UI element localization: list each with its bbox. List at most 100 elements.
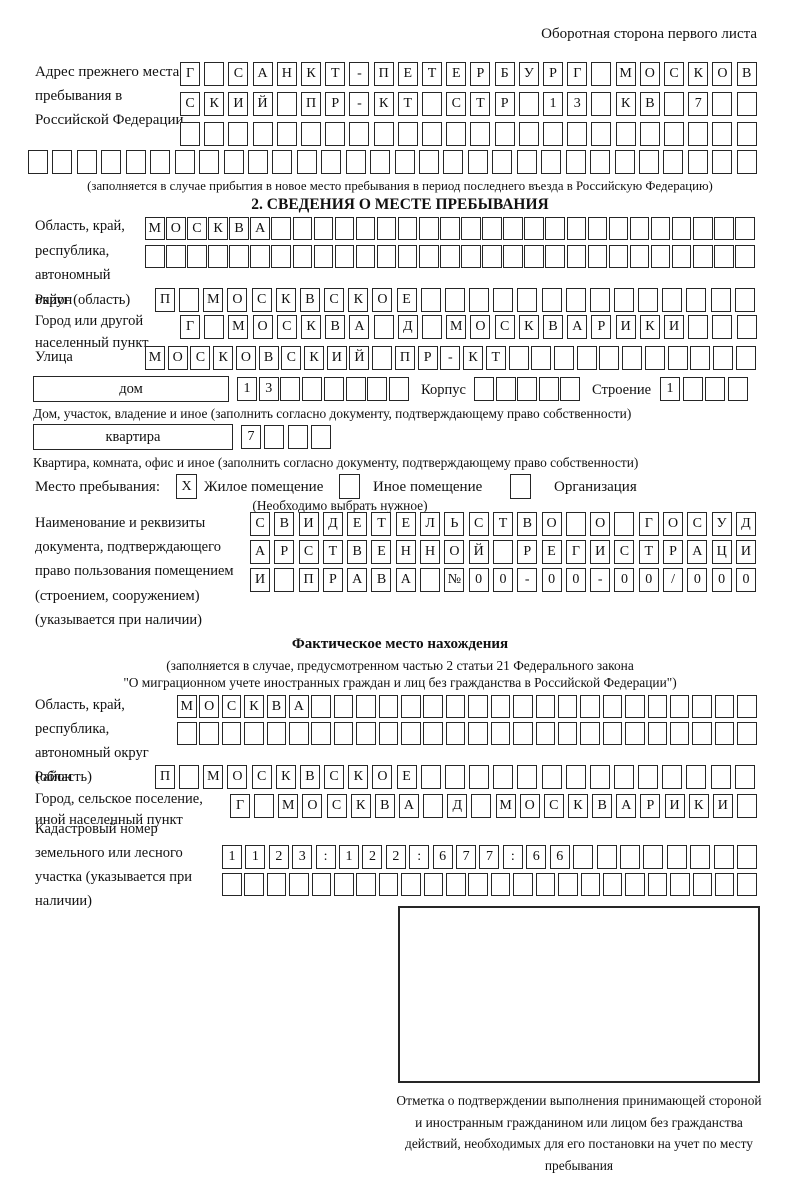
char-box[interactable]: Р xyxy=(417,346,438,370)
char-box[interactable] xyxy=(474,377,494,401)
char-box[interactable]: М xyxy=(278,794,299,818)
char-box[interactable]: К xyxy=(213,346,234,370)
char-box[interactable] xyxy=(686,288,707,312)
char-box[interactable] xyxy=(272,150,293,174)
char-box[interactable] xyxy=(493,288,514,312)
char-box[interactable]: О xyxy=(444,540,465,564)
char-box[interactable] xyxy=(517,288,538,312)
char-box[interactable] xyxy=(541,288,562,312)
char-box[interactable]: П xyxy=(394,346,415,370)
char-box[interactable]: И xyxy=(590,540,611,564)
char-box[interactable] xyxy=(440,245,460,268)
char-box[interactable]: Д xyxy=(735,512,756,536)
char-box[interactable] xyxy=(469,765,490,789)
char-box[interactable] xyxy=(643,845,664,869)
char-box[interactable] xyxy=(573,845,594,869)
char-box[interactable]: Р xyxy=(640,794,661,818)
char-box[interactable] xyxy=(513,722,533,745)
char-box[interactable] xyxy=(229,245,249,268)
char-box[interactable] xyxy=(422,315,443,339)
char-box[interactable] xyxy=(693,245,713,268)
char-box[interactable] xyxy=(580,722,600,745)
char-box[interactable] xyxy=(692,722,712,745)
char-box[interactable] xyxy=(179,765,200,789)
char-box[interactable] xyxy=(524,217,544,240)
char-box[interactable]: К xyxy=(463,346,484,370)
char-box[interactable]: 3 xyxy=(292,845,313,869)
char-box[interactable]: К xyxy=(204,92,225,116)
char-box[interactable] xyxy=(736,92,757,116)
char-box[interactable] xyxy=(638,288,659,312)
char-box[interactable] xyxy=(693,217,713,240)
char-box[interactable]: Г xyxy=(638,512,659,536)
char-box[interactable] xyxy=(440,217,460,240)
char-box[interactable]: Г xyxy=(565,540,586,564)
char-box[interactable]: К xyxy=(275,765,296,789)
char-box[interactable] xyxy=(727,377,748,401)
char-box[interactable]: М xyxy=(203,765,224,789)
char-box[interactable] xyxy=(423,695,443,718)
char-box[interactable] xyxy=(101,150,122,174)
char-box[interactable]: К xyxy=(301,315,322,339)
char-box[interactable] xyxy=(266,873,287,896)
char-box[interactable]: С xyxy=(614,540,635,564)
char-box[interactable] xyxy=(394,150,415,174)
char-box[interactable] xyxy=(545,217,565,240)
char-box[interactable] xyxy=(688,122,709,146)
char-box[interactable]: В xyxy=(258,346,279,370)
char-box[interactable] xyxy=(311,695,331,718)
char-box[interactable] xyxy=(650,217,671,240)
char-box[interactable]: В xyxy=(736,62,757,86)
char-box[interactable] xyxy=(422,92,443,116)
char-box[interactable] xyxy=(356,722,376,745)
char-box[interactable]: С xyxy=(326,794,347,818)
char-box[interactable]: П xyxy=(155,288,175,312)
char-box[interactable] xyxy=(560,377,580,401)
char-box[interactable] xyxy=(669,695,690,718)
char-box[interactable] xyxy=(321,150,342,174)
char-box[interactable] xyxy=(468,722,488,745)
char-box[interactable]: 0 xyxy=(468,568,489,592)
char-box[interactable] xyxy=(625,695,645,718)
char-box[interactable] xyxy=(467,150,488,174)
char-box[interactable] xyxy=(250,245,270,268)
char-box[interactable] xyxy=(737,722,757,745)
char-box[interactable] xyxy=(503,217,523,240)
char-box[interactable] xyxy=(589,765,610,789)
char-box[interactable] xyxy=(276,122,297,146)
char-box[interactable]: - xyxy=(590,568,611,592)
char-box[interactable] xyxy=(445,722,466,745)
char-box[interactable] xyxy=(647,722,668,745)
char-box[interactable] xyxy=(313,245,334,268)
char-box[interactable]: 2 xyxy=(268,845,289,869)
char-box[interactable] xyxy=(367,377,388,401)
char-box[interactable]: / xyxy=(663,568,684,592)
char-box[interactable]: М xyxy=(446,315,467,339)
char-box[interactable] xyxy=(254,794,275,818)
char-box[interactable] xyxy=(591,122,612,146)
char-box[interactable] xyxy=(471,794,492,818)
char-box[interactable] xyxy=(199,722,219,745)
char-box[interactable] xyxy=(187,245,207,268)
char-box[interactable]: - xyxy=(440,346,461,370)
char-box[interactable] xyxy=(292,217,313,240)
char-box[interactable] xyxy=(663,150,684,174)
char-box[interactable] xyxy=(736,794,757,818)
char-box[interactable] xyxy=(687,150,708,174)
char-box[interactable]: А xyxy=(687,540,708,564)
char-box[interactable] xyxy=(608,217,629,240)
char-box[interactable]: К xyxy=(615,92,636,116)
char-box[interactable]: Б xyxy=(494,62,515,86)
char-box[interactable]: К xyxy=(350,794,371,818)
char-box[interactable] xyxy=(682,377,703,401)
char-box[interactable] xyxy=(602,873,623,896)
char-box[interactable] xyxy=(482,245,502,268)
char-box[interactable] xyxy=(244,873,264,896)
char-box[interactable]: : xyxy=(502,845,523,869)
char-box[interactable] xyxy=(461,245,481,268)
char-box[interactable] xyxy=(710,765,731,789)
char-box[interactable]: С xyxy=(298,540,319,564)
char-box[interactable]: Т xyxy=(325,62,346,86)
char-box[interactable] xyxy=(28,150,48,174)
char-box[interactable] xyxy=(228,122,249,146)
